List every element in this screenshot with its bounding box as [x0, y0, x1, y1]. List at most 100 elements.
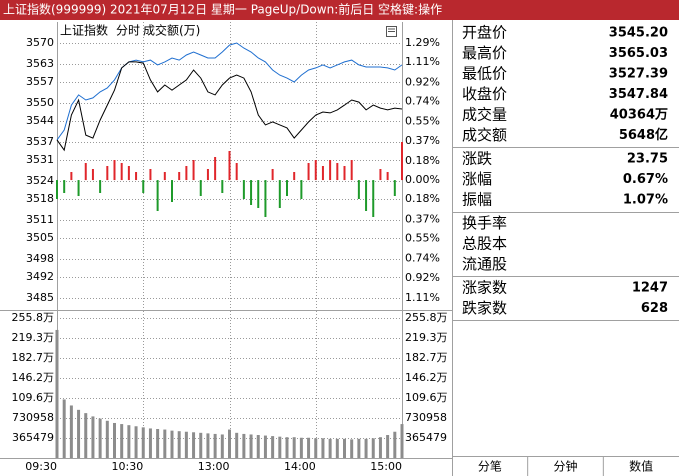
y2-tick-label: 0.92% [405, 271, 440, 284]
quote-label: 涨幅 [462, 170, 492, 188]
breadth-bar [221, 180, 224, 193]
y-tick-label: 3563 [26, 57, 54, 70]
breadth-bar [329, 160, 332, 181]
chart-subtitle: 分时 [116, 24, 140, 38]
y-tick-label: 255.8万 [12, 311, 55, 324]
volume-bar [228, 429, 231, 458]
quote-label: 最高价 [462, 44, 507, 62]
volume-title: 成交额(万) [143, 23, 200, 38]
quote-label: 换手率 [462, 214, 507, 232]
y2-tick-label: 1.11% [405, 55, 440, 68]
quote-label: 振幅 [462, 191, 492, 209]
volume-bar [278, 436, 282, 458]
tab[interactable]: 分笔 [478, 459, 502, 474]
quote-value: 0.67% [623, 172, 668, 187]
volume-bar [120, 424, 124, 458]
x-tick-label: 14:00 [284, 460, 316, 473]
breadth-bar [336, 163, 339, 181]
y2-tick-label: 0.92% [405, 75, 440, 88]
breadth-bar [228, 151, 231, 181]
y2-tick-label: 255.8万 [405, 311, 448, 324]
breadth-bar [365, 180, 368, 211]
y-tick-label: 3557 [26, 75, 54, 88]
breadth-bar [70, 172, 73, 181]
volume-bar [292, 437, 296, 458]
collapse-icon[interactable] [386, 26, 397, 37]
y-tick-label: 365479 [12, 431, 54, 444]
breadth-bar [142, 180, 145, 193]
volume-bar [141, 427, 145, 458]
breadth-bar [106, 166, 109, 181]
price-line [56, 61, 403, 152]
x-tick-label: 15:00 [370, 460, 402, 473]
chart-title: 上证指数 [60, 23, 108, 38]
volume-bar [84, 413, 88, 458]
volume-bar [350, 439, 354, 458]
volume-bar [371, 438, 375, 458]
y-tick-label: 3511 [26, 213, 54, 226]
breadth-bar [379, 169, 382, 181]
breadth-bar [242, 180, 245, 199]
quote-value: 628 [641, 301, 668, 316]
breadth-bar [185, 166, 188, 181]
y2-tick-label: 0.74% [405, 94, 440, 107]
y2-tick-label: 0.55% [405, 232, 440, 245]
quote-value: 3547.84 [609, 87, 668, 102]
y-tick-label: 3570 [26, 36, 54, 49]
breadth-bar [314, 160, 317, 181]
volume-bar [263, 435, 267, 458]
volume-bar [357, 438, 361, 458]
quote-value: 3527.39 [609, 67, 668, 82]
y-tick-label: 3524 [26, 174, 54, 187]
quote-label: 涨家数 [462, 279, 507, 297]
y2-tick-label: 0.00% [405, 173, 440, 186]
volume-bar [170, 430, 174, 458]
y-tick-label: 730958 [12, 411, 54, 424]
y2-tick-label: 730958 [405, 411, 447, 424]
breadth-bar [286, 180, 288, 196]
breadth-bar [214, 157, 217, 181]
breadth-bar [99, 180, 102, 193]
breadth-bar [163, 172, 166, 181]
breadth-bar [56, 180, 58, 199]
volume-bar [378, 437, 382, 458]
volume-bar [335, 438, 339, 458]
breadth-bar [271, 169, 274, 181]
volume-bar [321, 438, 325, 458]
breadth-bar [156, 180, 159, 211]
volume-bar [134, 426, 138, 458]
y2-tick-label: 146.2万 [405, 371, 448, 384]
volume-bar [192, 432, 196, 458]
breadth-bar [235, 163, 238, 181]
volume-bar [98, 418, 102, 458]
y-tick-label: 219.3万 [12, 331, 55, 344]
volume-bar [285, 437, 289, 458]
quote-value: 23.75 [627, 152, 668, 167]
volume-bar [386, 435, 390, 458]
quote-label: 开盘价 [462, 24, 507, 42]
volume-bar [177, 431, 181, 458]
volume-bar [199, 432, 203, 458]
tab[interactable]: 分钟 [553, 459, 577, 474]
y-tick-label: 109.6万 [12, 391, 55, 404]
volume-bar [364, 438, 368, 458]
x-tick-label: 10:30 [112, 460, 144, 473]
breadth-bar [307, 163, 310, 181]
breadth-bar [113, 160, 116, 181]
volume-bar [184, 431, 188, 458]
volume-bar [235, 432, 239, 458]
tab[interactable]: 数值 [629, 459, 653, 474]
y-tick-label: 3505 [26, 231, 54, 244]
volume-bar [62, 399, 66, 458]
quote-value: 1247 [632, 281, 668, 296]
quote-label: 跌家数 [462, 299, 507, 317]
quote-value: 40364万 [610, 108, 668, 123]
quote-value: 5648亿 [619, 127, 668, 143]
breadth-bar [135, 172, 138, 181]
x-tick-label: 13:00 [198, 460, 230, 473]
y2-tick-label: 0.18% [405, 154, 440, 167]
breadth-bar [250, 180, 253, 205]
quote-label: 最低价 [462, 65, 507, 83]
breadth-bar [77, 180, 80, 196]
